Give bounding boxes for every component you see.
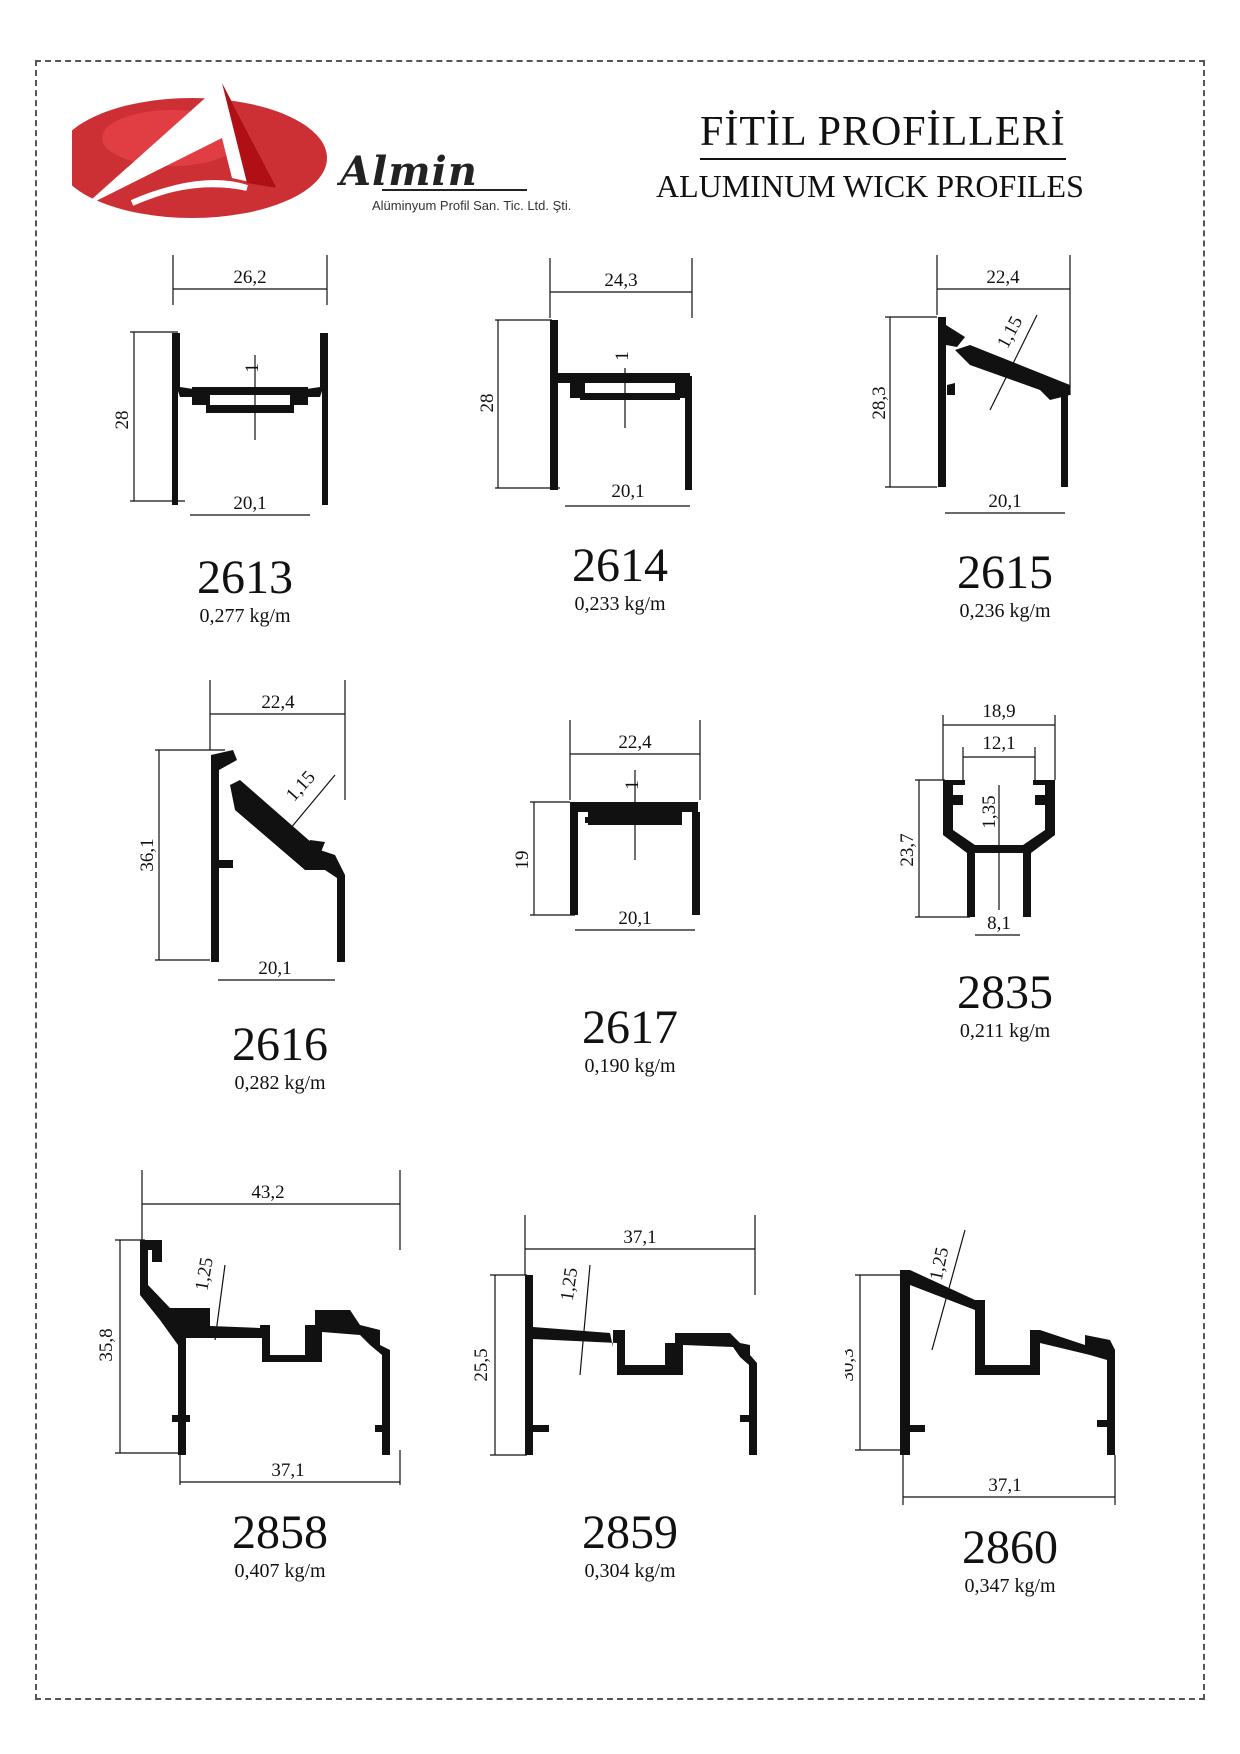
profile-2616-weight: 0,282 kg/m (234, 1072, 326, 1094)
profile-2860-code: 2860 (962, 1521, 1058, 1574)
page-subtitle: ALUMINUM WICK PROFILES (656, 168, 1084, 204)
dim-thickness: 1,25 (191, 1256, 217, 1292)
logo-subtitle: Alüminyum Profil San. Tic. Ltd. Şti. (372, 198, 572, 213)
dim-height: 30,3 (845, 1348, 858, 1381)
dim-bottom: 20,1 (258, 958, 291, 979)
dim-bottom: 37,1 (988, 1475, 1021, 1496)
dim-thickness: 1 (622, 780, 643, 790)
profile-2614-weight: 0,233 kg/m (574, 593, 666, 615)
dim-bottom: 20,1 (988, 491, 1021, 512)
dim-width: 37,1 (623, 1227, 656, 1248)
dim-inner-width: 12,1 (982, 733, 1015, 754)
profile-2616-drawing: 22,4 36,1 1,15 20,1 (135, 680, 365, 990)
dim-bottom: 20,1 (233, 493, 266, 514)
profile-2858-weight: 0,407 kg/m (234, 1560, 326, 1582)
profile-2860-weight: 0,347 kg/m (964, 1575, 1056, 1597)
dim-thickness: 1,25 (557, 1266, 582, 1302)
dim-width: 22,4 (618, 732, 652, 753)
profile-2614-drawing: 24,3 28 1 20,1 (480, 258, 710, 518)
dim-bottom: 20,1 (611, 481, 644, 502)
profile-2613-weight: 0,277 kg/m (199, 605, 291, 627)
logo-wordmark: Almin (340, 148, 478, 195)
dim-width: 22,4 (261, 692, 295, 713)
dim-height: 25,5 (471, 1348, 492, 1381)
dim-thickness: 1,25 (926, 1245, 953, 1282)
page-border (35, 60, 1205, 1700)
dim-height: 35,8 (96, 1328, 117, 1361)
profile-2860-drawing: 1,25 30,3 37,1 (845, 1215, 1125, 1515)
profile-2858-code: 2858 (232, 1506, 328, 1559)
dim-height: 36,1 (137, 838, 158, 871)
dim-width: 26,2 (233, 267, 266, 288)
dim-thickness: 1,35 (979, 795, 1000, 828)
profile-2859-weight: 0,304 kg/m (584, 1560, 676, 1582)
dim-height: 28 (480, 394, 498, 413)
dim-height: 19 (512, 851, 533, 870)
logo-emblem (57, 83, 527, 218)
dim-width: 22,4 (986, 267, 1020, 288)
dim-width: 18,9 (982, 701, 1015, 722)
profile-2613-code: 2613 (197, 551, 293, 604)
dim-bottom: 37,1 (271, 1460, 304, 1481)
dim-width: 43,2 (251, 1182, 284, 1203)
profile-2835-drawing: 18,9 12,1 23,7 1,35 8,1 (895, 695, 1095, 955)
profile-2615-weight: 0,236 kg/m (959, 600, 1051, 622)
dim-height: 28,3 (869, 386, 890, 419)
profile-2613-drawing: 26,2 28 1 20,1 (110, 255, 360, 530)
dim-height: 23,7 (897, 833, 918, 866)
profile-2617-code: 2617 (582, 1001, 678, 1054)
profile-2859-drawing: 37,1 25,5 1,25 (465, 1215, 765, 1470)
company-logo: Almin Alüminyum Profil San. Tic. Ltd. Şt… (57, 78, 571, 218)
profile-2617-weight: 0,190 kg/m (584, 1055, 676, 1077)
profile-2835-code: 2835 (957, 966, 1053, 1019)
profile-2614-code: 2614 (572, 539, 668, 592)
dim-thickness: 1 (612, 351, 633, 361)
dim-bottom: 20,1 (618, 908, 651, 929)
profile-2616-code: 2616 (232, 1018, 328, 1071)
profile-2858-drawing: 43,2 35,8 1,25 37,1 (90, 1170, 410, 1490)
dim-height: 28 (112, 411, 133, 430)
dim-thickness: 1 (242, 363, 263, 373)
page-title: FİTİL PROFİLLERİ (700, 108, 1066, 160)
dim-width: 24,3 (604, 270, 637, 291)
profile-2615-drawing: 22,4 28,3 1,15 20,1 (855, 255, 1085, 520)
profile-2617-drawing: 22,4 19 1 20,1 (510, 720, 740, 940)
profile-2835-weight: 0,211 kg/m (959, 1020, 1051, 1042)
profile-2859-code: 2859 (582, 1506, 678, 1559)
dim-bottom: 8,1 (987, 913, 1011, 934)
profile-2615-code: 2615 (957, 546, 1053, 599)
